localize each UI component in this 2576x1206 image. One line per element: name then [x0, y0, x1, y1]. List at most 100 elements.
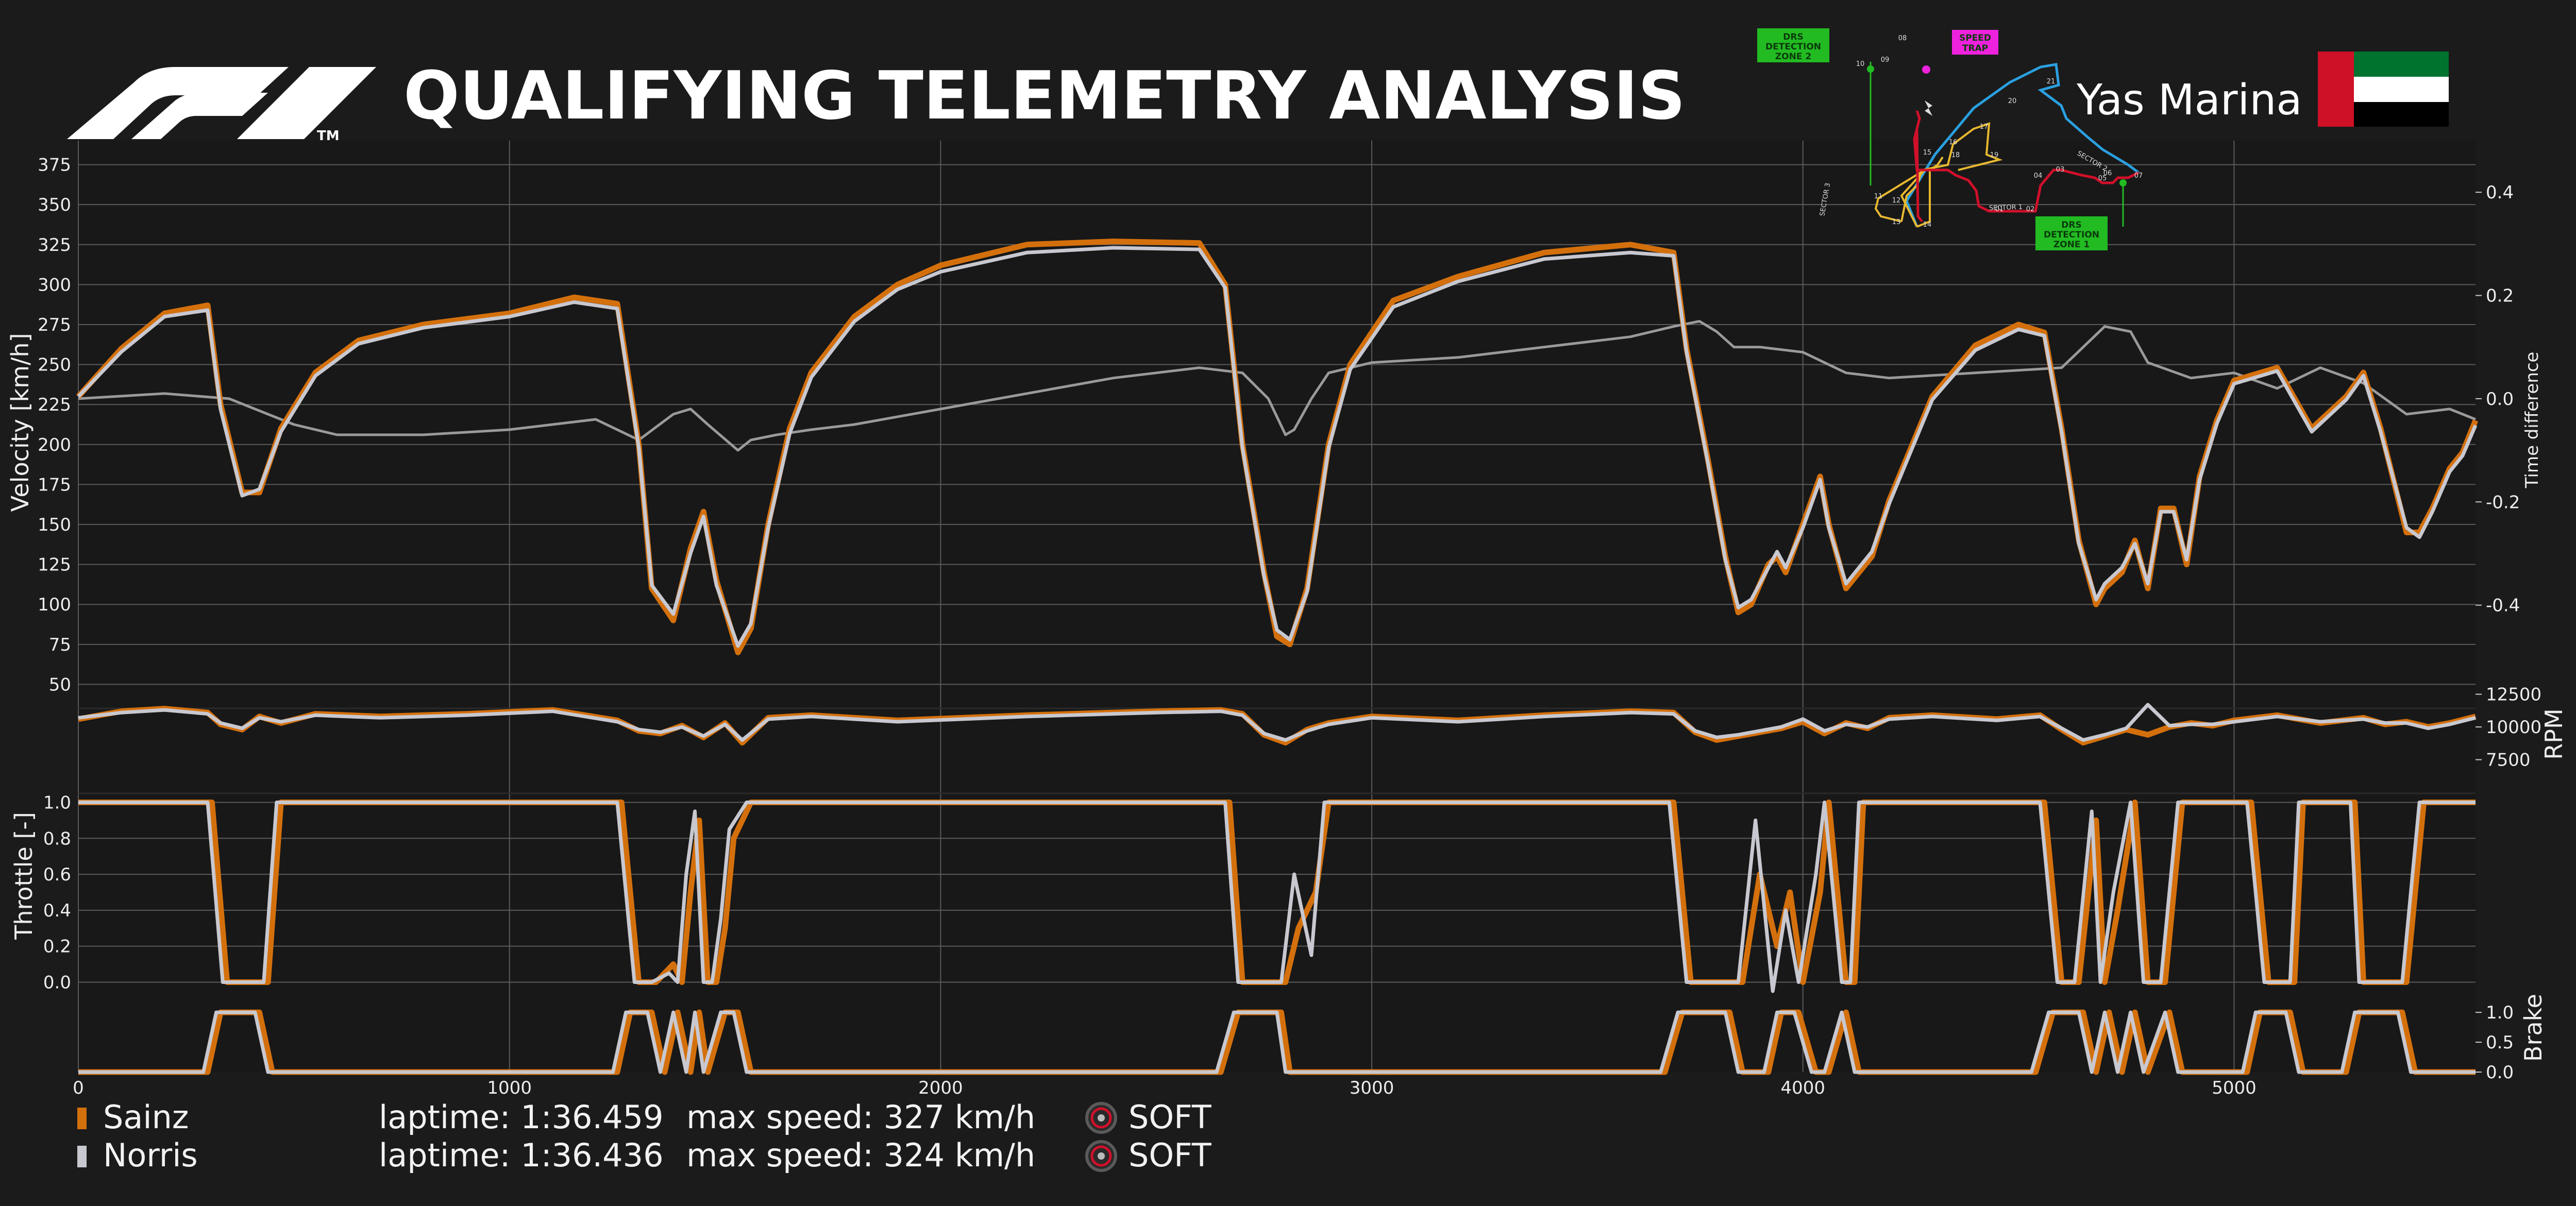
turn-label: 13 — [1892, 218, 1901, 226]
svg-text:DETECTION: DETECTION — [2044, 230, 2099, 240]
delta-tick-label: -0.2 — [2486, 492, 2520, 513]
uae-flag — [2318, 52, 2449, 127]
turn-label: 20 — [2008, 97, 2017, 105]
svg-text:DETECTION: DETECTION — [1765, 42, 1821, 52]
throttle-tick-label: 0.6 — [43, 864, 71, 885]
speed-trap-badge: SPEED TRAP — [1952, 30, 1998, 55]
speed-line-norris — [77, 246, 2478, 648]
speed-tick-label: 50 — [49, 674, 71, 695]
throttle-line-norris — [78, 801, 2476, 993]
brake-tick-label: 1.0 — [2486, 1003, 2514, 1023]
speed-tick-label: 275 — [38, 315, 71, 335]
legend-tyre-norris: SOFT — [1129, 1136, 1212, 1174]
speed-tick-label: 200 — [38, 435, 71, 455]
plot-area — [78, 141, 2476, 1072]
brake-axis-label: Brake — [2519, 994, 2547, 1062]
turn-label: 05 — [2098, 175, 2107, 182]
speed-tick-label: 350 — [38, 195, 71, 215]
speed-tick-label: 75 — [49, 635, 71, 655]
tyre-icon — [1085, 1140, 1117, 1172]
rpm-tick-label: 10000 — [2486, 717, 2541, 738]
speed-tick-label: 100 — [38, 594, 71, 615]
speed-tick-label: 175 — [38, 474, 71, 495]
svg-text:TRAP: TRAP — [1962, 43, 1988, 54]
brake-tick-label: 0.5 — [2486, 1032, 2514, 1053]
start-finish-icon — [1925, 100, 1932, 116]
f1-logo: TM — [67, 67, 376, 144]
rpm-tick-label: 7500 — [2486, 750, 2531, 771]
page-title: QUALIFYING TELEMETRY ANALYSIS — [403, 58, 1686, 134]
turn-label: 17 — [1980, 123, 1989, 131]
speed-tick-label: 125 — [38, 555, 71, 575]
throttle-tick-label: 0.4 — [43, 901, 71, 921]
legend-tyre-sainz: SOFT — [1129, 1098, 1212, 1136]
x-tick-label: 5000 — [2212, 1078, 2257, 1098]
turn-label: 09 — [1881, 56, 1890, 64]
legend-maxspeed-sainz: max speed: 327 km/h — [686, 1098, 1035, 1136]
drs-zone1-point — [2119, 179, 2127, 186]
turn-label: 18 — [1951, 151, 1960, 159]
turn-label: 06 — [2103, 169, 2112, 177]
speed-tick-label: 325 — [38, 235, 71, 256]
turn-label: 16 — [1949, 139, 1958, 146]
legend-driver-norris: Norris — [103, 1136, 198, 1174]
x-tick-label: 2000 — [918, 1078, 963, 1098]
rpm-line-norris — [78, 703, 2476, 742]
turn-label: 03 — [2056, 166, 2065, 174]
legend: Sainz laptime: 1:36.459 max speed: 327 k… — [77, 1098, 1212, 1174]
brake-line-norris — [78, 1010, 2476, 1074]
tick-labels: 0 1000 2000 3000 4000 5000 50 75 100 125 150 175 200… — [38, 155, 2541, 1098]
sector1-path-b — [1915, 128, 1923, 223]
turn-label: 12 — [1892, 197, 1901, 205]
svg-text:ZONE 2: ZONE 2 — [1775, 52, 1811, 62]
x-tick-label: 4000 — [1780, 1078, 1825, 1098]
delta-tick-label: 0.0 — [2486, 389, 2514, 410]
legend-driver-sainz: Sainz — [103, 1098, 189, 1136]
delta-tick-label: 0.2 — [2486, 286, 2514, 307]
speed-tick-label: 150 — [38, 515, 71, 535]
sector3-path-b — [1900, 122, 2003, 222]
drs-zone2-badge: DRS DETECTION ZONE 2 — [1757, 28, 1829, 62]
svg-text:DRS: DRS — [2061, 220, 2081, 230]
throttle-tick-label: 1.0 — [43, 792, 71, 813]
legend-maxspeed-norris: max speed: 324 km/h — [686, 1136, 1035, 1174]
speed-tick-label: 225 — [38, 395, 71, 415]
throttle-tick-label: 0.0 — [43, 972, 71, 993]
turn-label: 14 — [1923, 221, 1932, 229]
sector2-path — [1905, 63, 2140, 227]
svg-text:SPEED: SPEED — [1959, 33, 1991, 43]
legend-swatch-sainz — [77, 1108, 87, 1129]
tyre-icon — [1085, 1102, 1117, 1134]
svg-text:ZONE 1: ZONE 1 — [2053, 240, 2090, 250]
turn-label: 21 — [2047, 78, 2056, 86]
svg-text:DRS: DRS — [1783, 32, 1803, 42]
x-tick-label: 3000 — [1350, 1078, 1394, 1098]
circuit-name: Yas Marina — [2076, 76, 2302, 125]
speed-axis-label: Velocity [km/h] — [6, 333, 34, 512]
sector1-label: SECTOR 1 — [1989, 203, 2023, 212]
throttle-tick-label: 0.8 — [43, 828, 71, 849]
turn-label: 02 — [2026, 206, 2035, 213]
speed-trap-point — [1922, 65, 1930, 74]
series — [76, 239, 2479, 1075]
turn-label: 01 — [1995, 206, 2004, 213]
turn-label: 04 — [2034, 172, 2043, 180]
speed-tick-label: 300 — [38, 275, 71, 295]
brake-tick-label: 0.0 — [2486, 1062, 2514, 1083]
drs-zone2-point — [1867, 65, 1874, 73]
delta-tick-label: 0.4 — [2486, 182, 2514, 203]
throttle-axis-label: Throttle [-] — [10, 812, 38, 940]
turn-label: 08 — [1898, 35, 1907, 42]
turn-label: 10 — [1856, 60, 1865, 68]
turn-label: 07 — [2134, 172, 2143, 180]
drs-zone1-badge: DRS DETECTION ZONE 1 — [2035, 216, 2108, 250]
legend-laptime-norris: laptime: 1:36.436 — [379, 1136, 664, 1174]
turn-label: 11 — [1874, 193, 1883, 200]
sector1-path — [1913, 110, 2140, 213]
delta-axis-label: Time difference — [2522, 352, 2543, 489]
legend-swatch-norris — [77, 1146, 87, 1167]
delta-line-delta — [78, 320, 2476, 452]
x-tick-label: 0 — [73, 1078, 84, 1098]
